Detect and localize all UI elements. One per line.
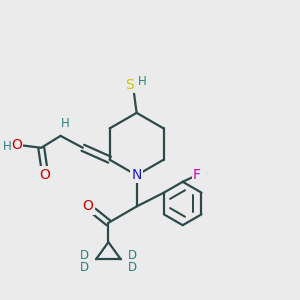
Text: O: O [39, 167, 50, 182]
Text: H: H [138, 75, 146, 88]
Text: D: D [80, 249, 89, 262]
Text: O: O [11, 137, 22, 152]
Text: H: H [61, 117, 69, 130]
Text: D: D [128, 261, 136, 274]
Text: S: S [125, 78, 134, 92]
Text: F: F [193, 168, 201, 182]
Text: H: H [3, 140, 11, 153]
Text: D: D [80, 261, 89, 274]
Text: O: O [83, 200, 94, 214]
Text: N: N [131, 168, 142, 182]
Text: D: D [128, 249, 136, 262]
